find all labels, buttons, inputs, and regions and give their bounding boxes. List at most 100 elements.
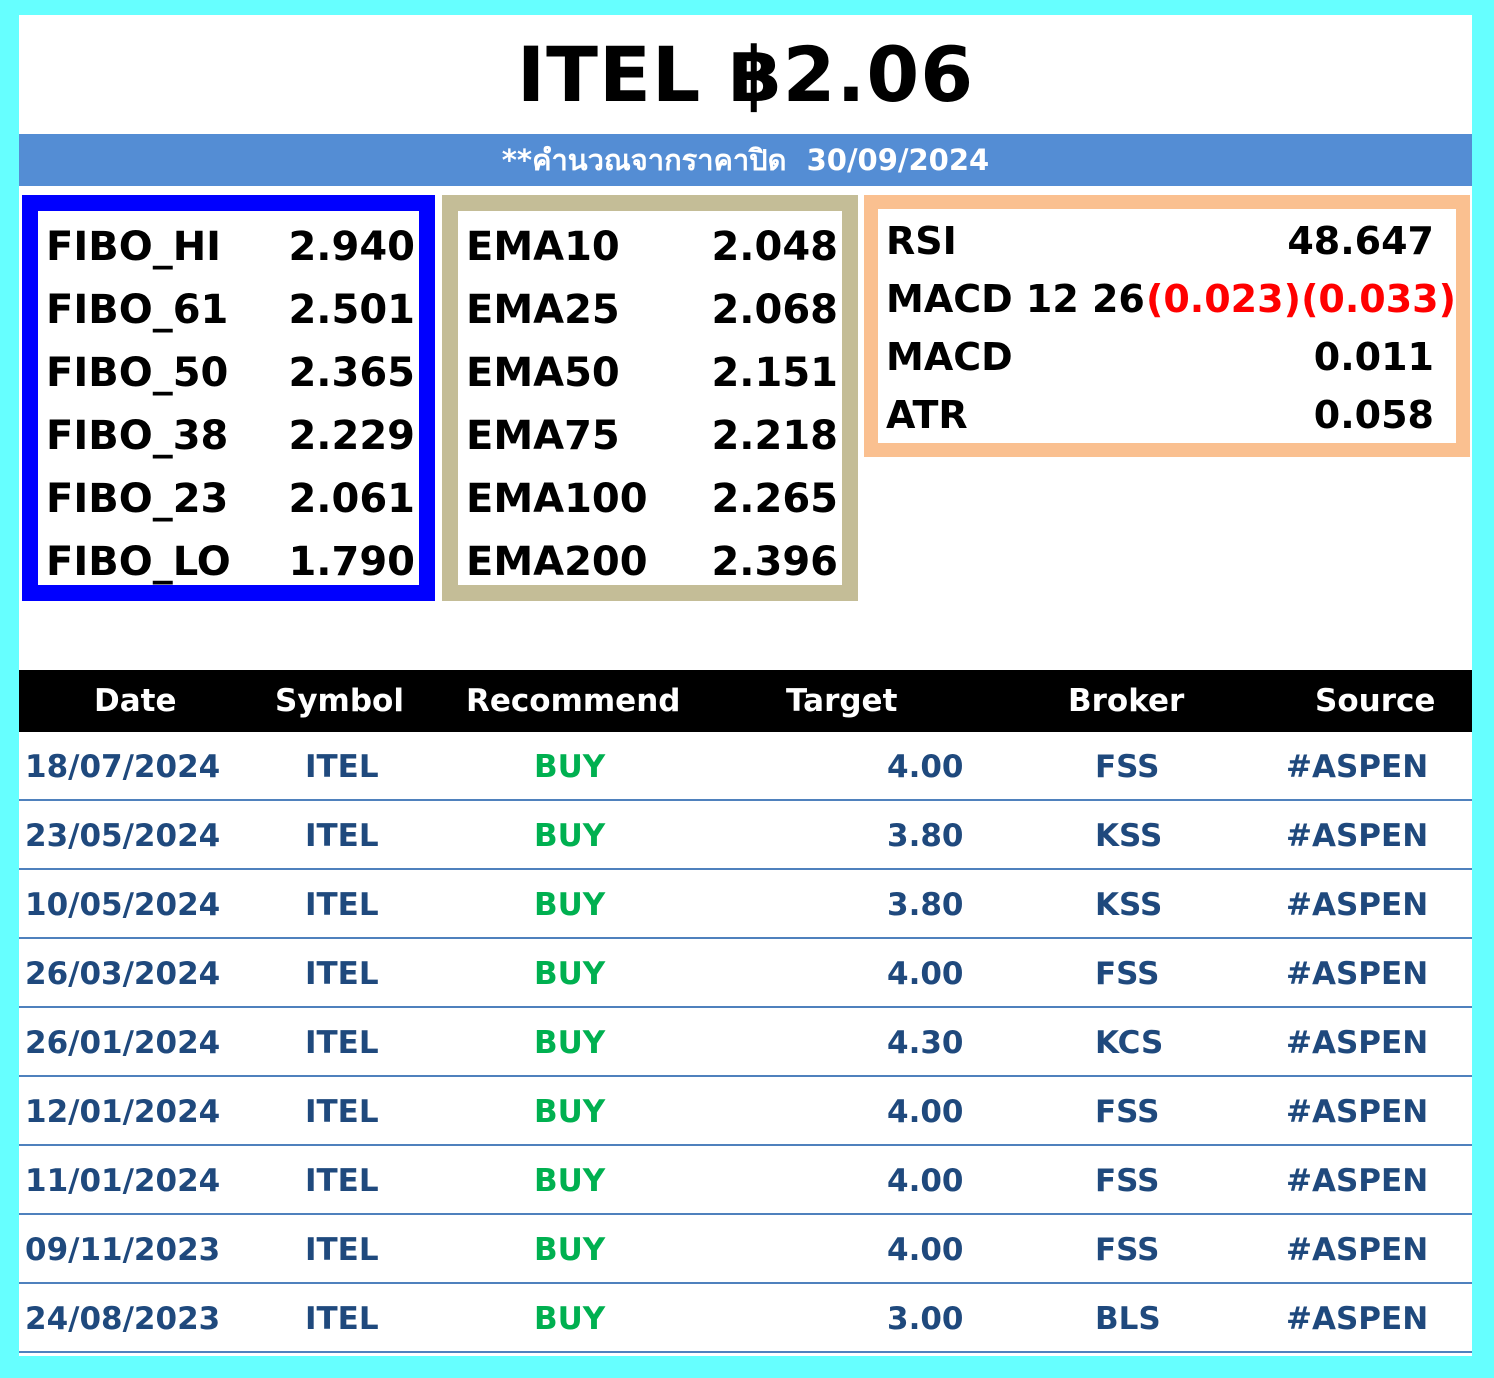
fibo-label: FIBO_23	[46, 476, 229, 522]
ema-row: EMA10 2.048	[458, 216, 842, 279]
source-cell: #ASPEN	[1286, 1094, 1429, 1130]
ema-value: 2.151	[711, 350, 838, 396]
fibo-value: 2.229	[288, 413, 415, 459]
source-cell: #ASPEN	[1286, 956, 1429, 992]
recommend-cell: BUY	[534, 1163, 606, 1199]
ema-value: 2.265	[711, 476, 838, 522]
table-row: 26/03/2024 ITEL BUY 4.00 FSS #ASPEN	[19, 939, 1472, 1008]
ema-row: EMA200 2.396	[458, 531, 842, 594]
broker-cell: FSS	[1095, 956, 1160, 992]
recommend-cell: BUY	[534, 1025, 606, 1061]
broker-cell: FSS	[1095, 749, 1160, 785]
recommend-cell: BUY	[534, 887, 606, 923]
column-header-date: Date	[94, 683, 177, 719]
fibo-label: FIBO_38	[46, 413, 229, 459]
table-row: 10/05/2024 ITEL BUY 3.80 KSS #ASPEN	[19, 870, 1472, 939]
source-cell: #ASPEN	[1286, 749, 1429, 785]
broker-cell: FSS	[1095, 1163, 1160, 1199]
ema-value: 2.048	[711, 224, 838, 270]
table-row: 26/01/2024 ITEL BUY 4.30 KCS #ASPEN	[19, 1008, 1472, 1077]
symbol-cell: ITEL	[305, 1025, 379, 1061]
target-cell: 4.00	[887, 749, 964, 785]
macd-row: MACD 0.011	[878, 328, 1456, 386]
column-header-broker: Broker	[1068, 683, 1185, 719]
broker-cell: KSS	[1095, 818, 1163, 854]
close-price-date-banner: **คำนวณจากราคาปิด 30/09/2024	[19, 134, 1472, 186]
macd-value: 0.011	[1313, 335, 1434, 379]
recommend-cell: BUY	[534, 1232, 606, 1268]
target-cell: 4.00	[887, 1163, 964, 1199]
target-cell: 4.00	[887, 956, 964, 992]
fibo-value: 2.501	[288, 287, 415, 333]
recommend-cell: BUY	[534, 818, 606, 854]
date-cell: 12/01/2024	[25, 1094, 221, 1130]
broker-cell: KCS	[1095, 1025, 1164, 1061]
recommend-cell: BUY	[534, 1094, 606, 1130]
recommendation-table-header: Date Symbol Recommend Target Broker Sour…	[19, 670, 1472, 732]
fibo-row: FIBO_LO 1.790	[38, 531, 419, 594]
source-cell: #ASPEN	[1286, 1301, 1429, 1337]
symbol-cell: ITEL	[305, 1094, 379, 1130]
column-header-target: Target	[786, 683, 898, 719]
table-row: 11/01/2024 ITEL BUY 4.00 FSS #ASPEN	[19, 1146, 1472, 1215]
atr-value: 0.058	[1313, 393, 1434, 437]
source-cell: #ASPEN	[1286, 1163, 1429, 1199]
stock-summary-card: ITEL ฿2.06 **คำนวณจากราคาปิด 30/09/2024 …	[19, 15, 1472, 1356]
column-header-symbol: Symbol	[275, 683, 404, 719]
fibo-row: FIBO_61 2.501	[38, 279, 419, 342]
ema-row: EMA75 2.218	[458, 405, 842, 468]
recommend-cell: BUY	[534, 956, 606, 992]
fibo-row: FIBO_HI 2.940	[38, 216, 419, 279]
recommend-cell: BUY	[534, 749, 606, 785]
broker-cell: BLS	[1095, 1301, 1161, 1337]
table-row: 09/11/2023 ITEL BUY 4.00 FSS #ASPEN	[19, 1215, 1472, 1284]
macd-1226-row: MACD 12 26 (0.023) (0.033)	[878, 270, 1456, 328]
source-cell: #ASPEN	[1286, 818, 1429, 854]
fibo-label: FIBO_61	[46, 287, 229, 333]
date-cell: 26/03/2024	[25, 956, 221, 992]
fibo-value: 2.365	[288, 350, 415, 396]
source-cell: #ASPEN	[1286, 1025, 1429, 1061]
fibo-value: 2.940	[288, 224, 415, 270]
target-cell: 4.00	[887, 1232, 964, 1268]
ema-value: 2.396	[711, 539, 838, 585]
column-header-recommend: Recommend	[466, 683, 681, 719]
ema-row: EMA50 2.151	[458, 342, 842, 405]
fibo-row: FIBO_50 2.365	[38, 342, 419, 405]
ema-label: EMA10	[466, 224, 620, 270]
broker-cell: FSS	[1095, 1232, 1160, 1268]
source-cell: #ASPEN	[1286, 887, 1429, 923]
fibo-label: FIBO_LO	[46, 539, 231, 585]
symbol-cell: ITEL	[305, 818, 379, 854]
recommendation-table-body: 18/07/2024 ITEL BUY 4.00 FSS #ASPEN 23/05/2024…	[19, 732, 1472, 1353]
symbol-cell: ITEL	[305, 956, 379, 992]
ema-label: EMA75	[466, 413, 620, 459]
symbol-cell: ITEL	[305, 1301, 379, 1337]
ema-value: 2.218	[711, 413, 838, 459]
ema-label: EMA25	[466, 287, 620, 333]
subtitle-text: **คำนวณจากราคาปิด 30/09/2024	[501, 143, 990, 177]
symbol-cell: ITEL	[305, 749, 379, 785]
broker-cell: KSS	[1095, 887, 1163, 923]
date-cell: 11/01/2024	[25, 1163, 221, 1199]
fibo-label: FIBO_50	[46, 350, 229, 396]
atr-row: ATR 0.058	[878, 386, 1456, 444]
rsi-row: RSI 48.647	[878, 212, 1456, 270]
target-cell: 3.80	[887, 887, 964, 923]
atr-label: ATR	[886, 393, 968, 437]
ema-value: 2.068	[711, 287, 838, 333]
ema-label: EMA50	[466, 350, 620, 396]
recommend-cell: BUY	[534, 1301, 606, 1337]
date-cell: 26/01/2024	[25, 1025, 221, 1061]
ema-row: EMA100 2.265	[458, 468, 842, 531]
date-cell: 18/07/2024	[25, 749, 221, 785]
date-cell: 23/05/2024	[25, 818, 221, 854]
date-cell: 10/05/2024	[25, 887, 221, 923]
target-cell: 4.30	[887, 1025, 964, 1061]
column-header-source: Source	[1315, 683, 1436, 719]
rsi-value: 48.647	[1287, 219, 1434, 263]
symbol-cell: ITEL	[305, 1163, 379, 1199]
table-row: 18/07/2024 ITEL BUY 4.00 FSS #ASPEN	[19, 732, 1472, 801]
macd-1226-value-b: (0.033)	[1301, 277, 1456, 321]
macd-label: MACD	[886, 335, 1013, 379]
